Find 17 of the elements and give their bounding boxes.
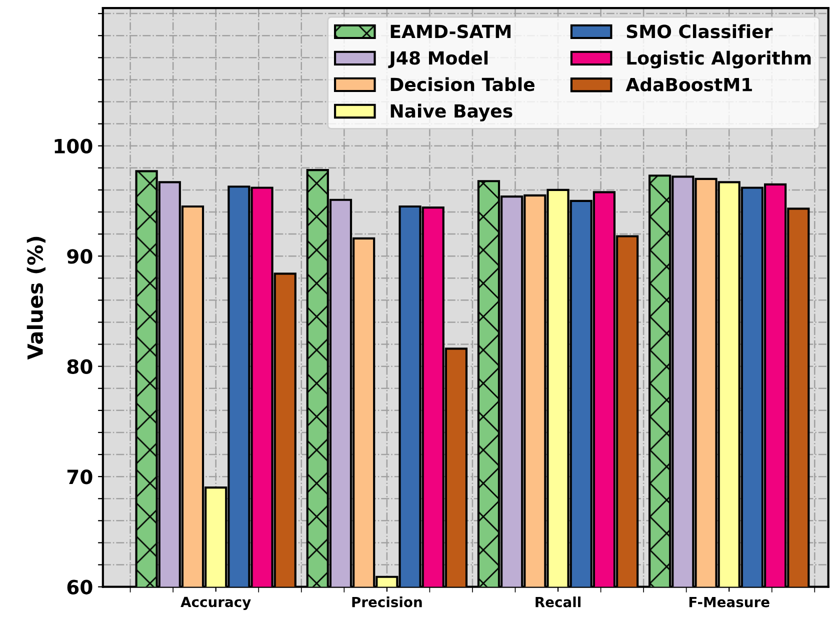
y-tick-label: 80	[67, 359, 92, 374]
legend-label: SMO Classifier	[626, 24, 773, 38]
y-tick-label: 100	[54, 138, 92, 154]
legend-label: AdaBoostM1	[626, 77, 752, 92]
y-tick-label: 70	[67, 470, 92, 484]
y-tick-label: 90	[67, 249, 92, 264]
x-tick-label: F-Measure	[689, 596, 770, 608]
legend-label: Logistic Algorithm	[627, 50, 811, 68]
legend-label: Decision Table	[390, 77, 534, 92]
legend-label: EAMD-SATM	[390, 24, 510, 38]
y-axis-title: Values (%)	[26, 236, 46, 360]
legend-label: J48 Model	[388, 50, 488, 68]
legend-label: Naive Bayes	[390, 104, 512, 122]
x-tick-label: Precision	[352, 596, 422, 608]
y-tick-label: 60	[67, 580, 92, 594]
x-tick-label: Accuracy	[180, 596, 251, 610]
x-tick-label: Recall	[536, 596, 580, 608]
